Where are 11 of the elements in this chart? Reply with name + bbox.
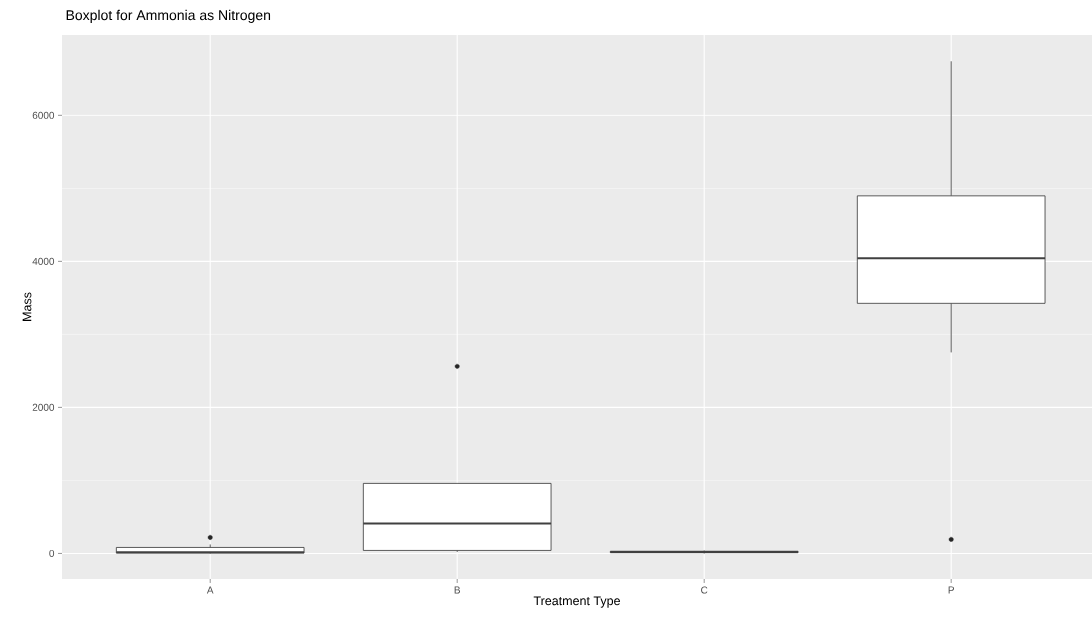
y-tick-label: 4000 xyxy=(32,257,55,265)
chart-title: Boxplot for Ammonia as Nitrogen xyxy=(66,9,271,23)
x-tick-label: P xyxy=(948,586,954,594)
x-tick-label: B xyxy=(454,586,461,594)
x-tick-label: A xyxy=(206,586,214,594)
y-axis-title: Mass xyxy=(22,292,32,321)
x-axis-title: Treatment Type xyxy=(533,596,620,608)
y-tick-label: 6000 xyxy=(32,111,55,119)
y-tick-label: 0 xyxy=(49,549,55,557)
y-tick-label: 2000 xyxy=(32,403,55,411)
x-tick-label: C xyxy=(701,586,708,594)
